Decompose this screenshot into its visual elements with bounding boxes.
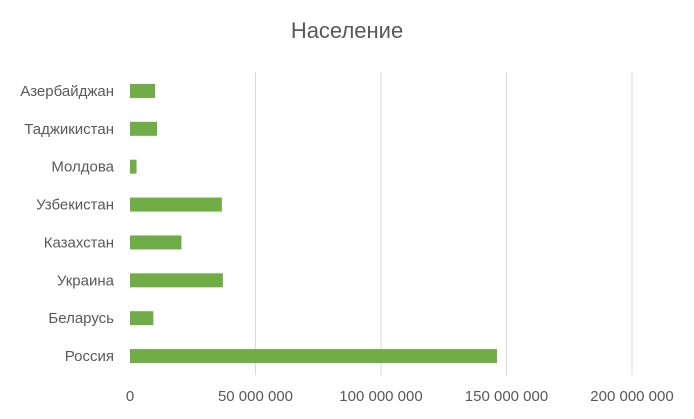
x-tick-label: 150 000 000 <box>465 388 548 405</box>
bar-layer <box>130 83 497 364</box>
category-label: Украина <box>57 272 115 289</box>
category-label: Узбекистан <box>36 197 114 214</box>
bar <box>130 159 137 174</box>
category-label: Беларусь <box>48 310 114 327</box>
category-label: Молдова <box>51 159 114 176</box>
bar <box>130 273 223 288</box>
chart-title: Население <box>290 18 404 43</box>
bar <box>130 121 158 136</box>
bar <box>130 349 497 364</box>
bar <box>130 83 156 98</box>
bar <box>130 235 182 250</box>
category-label: Азербайджан <box>20 83 114 100</box>
x-tick-label: 200 000 000 <box>590 388 673 405</box>
category-labels: Азербайджан Таджикистан Молдова Узбекистан К… <box>20 83 114 365</box>
bar <box>130 311 154 326</box>
grid-layer <box>255 72 633 375</box>
x-tick-label: 0 <box>126 388 134 405</box>
category-label: Казахстан <box>44 234 114 251</box>
bar <box>130 197 222 212</box>
category-label: Россия <box>65 348 114 365</box>
x-tick-label: 100 000 000 <box>339 388 422 405</box>
x-tick-labels: 0 50 000 000 100 000 000 150 000 000 200 000… <box>126 388 674 405</box>
category-label: Таджикистан <box>24 121 114 138</box>
x-tick-label: 50 000 000 <box>218 388 293 405</box>
